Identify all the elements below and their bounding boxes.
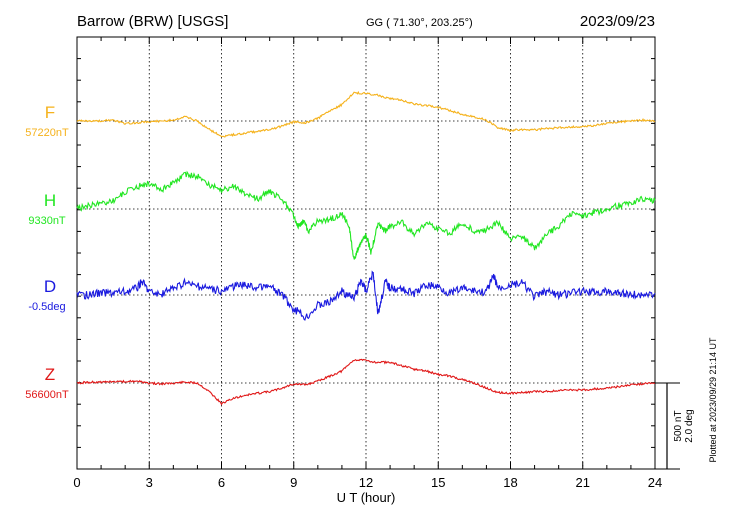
series-baseline-Z: 56600nT	[25, 389, 69, 401]
scale-bar-nt: 500 nT	[673, 410, 684, 441]
x-tick-label: 12	[359, 475, 373, 490]
x-tick-label: 9	[290, 475, 297, 490]
date-label: 2023/09/23	[580, 13, 655, 30]
x-axis-label: U T (hour)	[337, 490, 396, 505]
series-name-Z: Z	[45, 365, 55, 384]
series-baseline-H: 9330nT	[28, 215, 66, 227]
x-tick-labels: 0 3 6 9 12 15 18 21 24	[73, 475, 662, 490]
x-tick-label: 3	[146, 475, 153, 490]
series-line-D	[76, 270, 656, 321]
scale-bar-deg: 2.0 deg	[684, 409, 695, 442]
series-line-F	[76, 90, 656, 138]
plotted-note: Plotted at 2023/09/29 21:14 UT	[708, 337, 718, 463]
station-title: Barrow (BRW) [USGS]	[77, 13, 228, 30]
series-line-H	[76, 170, 656, 260]
series-lines	[76, 90, 656, 406]
x-tick-label: 24	[648, 475, 662, 490]
x-tick-label: 18	[503, 475, 517, 490]
x-tick-label: 15	[431, 475, 445, 490]
x-tick-label: 6	[218, 475, 225, 490]
series-name-H: H	[44, 191, 56, 210]
scale-bar: 500 nT 2.0 deg	[655, 382, 695, 470]
station-coords: GG ( 71.30°, 203.25°)	[366, 17, 473, 29]
x-tick-label: 21	[576, 475, 590, 490]
grid-lines	[77, 37, 655, 469]
series-name-F: F	[45, 103, 55, 122]
series-labels: F 57220nT H 9330nT D -0.5deg Z 56600nT	[25, 103, 69, 401]
x-tick-label: 0	[73, 475, 80, 490]
series-line-Z	[76, 358, 656, 406]
series-baseline-D: -0.5deg	[28, 301, 65, 313]
series-baseline-F: 57220nT	[25, 127, 69, 139]
series-name-D: D	[44, 277, 56, 296]
